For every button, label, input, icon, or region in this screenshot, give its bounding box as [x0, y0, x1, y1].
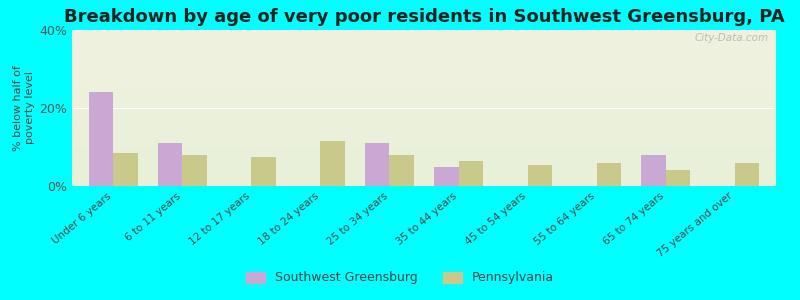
Bar	[527, 164, 552, 186]
Bar	[734, 163, 758, 186]
Bar	[666, 170, 690, 186]
Bar	[158, 143, 182, 186]
Bar	[90, 92, 114, 186]
Bar	[114, 153, 138, 186]
Legend: Southwest Greensburg, Pennsylvania: Southwest Greensburg, Pennsylvania	[240, 265, 560, 291]
Bar	[458, 161, 482, 186]
Bar	[251, 157, 276, 186]
Bar	[390, 155, 414, 186]
Bar	[321, 141, 345, 186]
Bar	[642, 155, 666, 186]
Y-axis label: % below half of
poverty level: % below half of poverty level	[14, 65, 35, 151]
Text: City-Data.com: City-Data.com	[695, 33, 769, 43]
Bar	[434, 167, 458, 186]
Bar	[366, 143, 390, 186]
Bar	[182, 155, 206, 186]
Title: Breakdown by age of very poor residents in Southwest Greensburg, PA: Breakdown by age of very poor residents …	[64, 8, 784, 26]
Bar	[597, 163, 621, 186]
